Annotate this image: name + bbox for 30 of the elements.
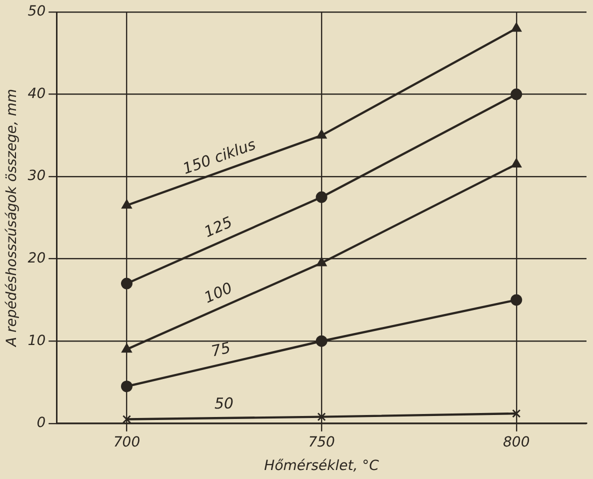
point <box>510 88 522 100</box>
point <box>316 191 328 203</box>
point <box>316 130 327 139</box>
text: 150 ciklus <box>180 135 258 178</box>
point <box>120 380 132 392</box>
y-tick-label: 20 <box>28 250 46 266</box>
point <box>122 200 132 209</box>
x-tick-label: 800 <box>503 434 530 450</box>
text: 100 <box>202 278 235 307</box>
text: 125 <box>202 212 235 241</box>
point <box>122 344 132 353</box>
x-tick-label: 700 <box>113 434 140 450</box>
point <box>511 22 522 32</box>
x-tick-label: 750 <box>308 434 336 450</box>
point <box>120 278 132 290</box>
point <box>512 409 521 418</box>
series-label: 50 <box>214 394 234 413</box>
point <box>511 158 522 168</box>
point <box>316 257 327 266</box>
point <box>316 335 328 347</box>
point <box>510 294 522 306</box>
y-axis-title: A repédéshosszúságok összege, mm <box>4 88 20 348</box>
point <box>317 412 326 422</box>
y-tick-label: 0 <box>36 415 46 432</box>
y-tick-label: 10 <box>28 332 46 349</box>
x-axis-title: Hőmérséklet, °C <box>264 458 380 474</box>
y-tick-label: 30 <box>28 168 46 184</box>
y-tick-label: 50 <box>28 4 46 20</box>
y-tick-label: 40 <box>28 86 46 102</box>
text: 75 <box>210 338 232 360</box>
